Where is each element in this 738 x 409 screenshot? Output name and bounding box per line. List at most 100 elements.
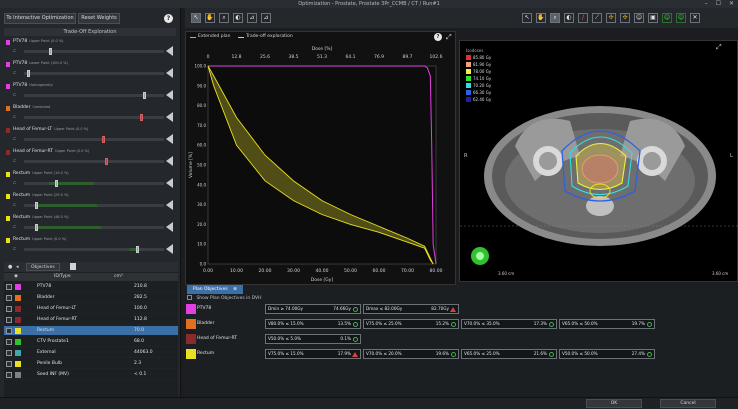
slider-thumb[interactable]: [49, 48, 53, 55]
slider-limit-icon[interactable]: [166, 68, 173, 78]
ct-expand-icon[interactable]: ⤢: [716, 43, 722, 51]
probe-alt-icon[interactable]: ✣: [620, 13, 630, 23]
brush-icon[interactable]: /: [578, 13, 588, 23]
lock-icon[interactable]: ⊏: [13, 202, 17, 207]
objective-row[interactable]: CTV Prostate1 68.0: [4, 337, 178, 347]
slider-limit-icon[interactable]: [166, 178, 173, 188]
person-icon[interactable]: ☺: [634, 13, 644, 23]
tab-close-icon[interactable]: ⊗: [233, 287, 237, 292]
slider-track[interactable]: [24, 114, 164, 121]
fit-icon[interactable]: ▣: [648, 13, 658, 23]
slider-limit-icon[interactable]: [166, 200, 173, 210]
cancel-button[interactable]: Cancel: [660, 399, 716, 408]
slider-limit-icon[interactable]: [166, 156, 173, 166]
slider-thumb[interactable]: [26, 70, 30, 77]
visibility-checkbox[interactable]: [6, 328, 12, 334]
slider-limit-icon[interactable]: [166, 90, 173, 100]
slider-thumb[interactable]: [35, 202, 39, 209]
tab-plan-objectives[interactable]: Plan Objectives ⊗: [187, 285, 243, 294]
zoom-icon-ct[interactable]: ⌕: [550, 13, 560, 23]
slider-thumb[interactable]: [102, 136, 106, 143]
person-green-alt-icon[interactable]: ☺: [676, 13, 686, 23]
help-icon[interactable]: ?: [164, 14, 173, 23]
interactive-optimization-button[interactable]: To Interactive Optimization: [4, 13, 76, 24]
slider-limit-icon[interactable]: [166, 112, 173, 122]
hand-icon[interactable]: ✋: [205, 13, 215, 23]
slider-thumb[interactable]: [35, 224, 39, 231]
slider-track[interactable]: [24, 180, 164, 187]
contrast-icon[interactable]: ◐: [564, 13, 574, 23]
arrow-left-icon[interactable]: ◂: [16, 264, 19, 270]
close-icon[interactable]: ✕: [728, 0, 734, 7]
plan-objective-cell[interactable]: V50.0% ≤ 5.0% 0.1%: [265, 334, 361, 344]
visibility-checkbox[interactable]: [6, 306, 12, 312]
document-icon[interactable]: [70, 263, 76, 270]
slider-thumb[interactable]: [140, 114, 144, 121]
plan-objective-cell[interactable]: V75.0% ≤ 15.0% 17.9%: [265, 349, 361, 359]
cross-icon[interactable]: ✕: [690, 13, 700, 23]
lock-icon[interactable]: ⊏: [13, 48, 17, 53]
objective-row[interactable]: Head of Femur-LT 100.0: [4, 304, 178, 314]
expand-icon[interactable]: ⤢: [446, 33, 452, 41]
zoom-icon[interactable]: ⌕: [219, 13, 229, 23]
visibility-checkbox[interactable]: [6, 317, 12, 323]
objective-row[interactable]: External 44063.0: [4, 348, 178, 358]
lock-icon[interactable]: ⊏: [13, 136, 17, 141]
slider-track[interactable]: [24, 48, 164, 55]
minimize-icon[interactable]: –: [704, 0, 708, 7]
objective-row[interactable]: Head of Femur-RT 112.8: [4, 315, 178, 325]
visibility-checkbox[interactable]: [6, 284, 12, 290]
plan-objective-cell[interactable]: V80.0% ≤ 15.0% 13.5%: [265, 319, 361, 329]
plan-objective-cell[interactable]: V65.0% ≤ 50.0% 19.7%: [559, 319, 655, 329]
slider-limit-icon[interactable]: [166, 244, 173, 254]
slider-track[interactable]: [24, 136, 164, 143]
lock-icon[interactable]: ⊏: [13, 246, 17, 251]
slider-limit-icon[interactable]: [166, 46, 173, 56]
slider-limit-icon[interactable]: [166, 134, 173, 144]
plan-objective-cell[interactable]: V50.0% ≤ 50.0% 27.4%: [559, 349, 655, 359]
slider-thumb[interactable]: [143, 92, 146, 99]
probe-icon[interactable]: ✣: [606, 13, 616, 23]
ok-button[interactable]: OK: [586, 399, 642, 408]
lock-icon[interactable]: ⊏: [13, 114, 17, 119]
objective-row[interactable]: PTV78 210.8: [4, 282, 178, 292]
tab-objectives[interactable]: Objectives: [26, 263, 60, 271]
plan-objective-cell[interactable]: V75.0% ≤ 25.0% 15.2%: [363, 319, 459, 329]
slider-track[interactable]: [24, 92, 164, 99]
visibility-checkbox[interactable]: [6, 295, 12, 301]
show-objectives-checkbox[interactable]: [187, 295, 192, 300]
plan-objective-cell[interactable]: V70.0% ≤ 35.0% 17.3%: [461, 319, 557, 329]
visibility-checkbox[interactable]: [6, 350, 12, 356]
slider-track[interactable]: [24, 202, 164, 209]
plan-objective-cell[interactable]: V65.0% ≤ 25.0% 21.6%: [461, 349, 557, 359]
lock-icon[interactable]: ⊏: [13, 92, 17, 97]
slider-track[interactable]: [24, 246, 164, 253]
slider-limit-icon[interactable]: [166, 222, 173, 232]
slider-track[interactable]: [24, 158, 164, 165]
lock-icon[interactable]: ⊏: [13, 70, 17, 75]
slider-thumb[interactable]: [136, 246, 139, 253]
objective-row[interactable]: Bladder 282.5: [4, 293, 178, 303]
visibility-checkbox[interactable]: [6, 339, 12, 345]
eye-icon[interactable]: ●: [8, 264, 13, 270]
lock-icon[interactable]: ⊏: [13, 224, 17, 229]
person-green-icon[interactable]: ☺: [662, 13, 672, 23]
dvh-icon[interactable]: ⊿: [247, 13, 257, 23]
slider-thumb[interactable]: [105, 158, 109, 165]
cursor-icon[interactable]: ↖: [191, 13, 201, 23]
objective-row[interactable]: Penile Bulb 2.3: [4, 359, 178, 369]
visibility-checkbox[interactable]: [6, 372, 12, 378]
dvh-alt-icon[interactable]: ⊿: [261, 13, 271, 23]
visibility-checkbox[interactable]: [6, 361, 12, 367]
window-level-icon[interactable]: ◐: [233, 13, 243, 23]
dvh-help-icon[interactable]: ?: [434, 33, 442, 41]
plan-objective-cell[interactable]: V70.0% ≤ 20.0% 19.6%: [363, 349, 459, 359]
plan-objective-cell[interactable]: Dmax ≤ 82.00Gy 82.70Gy: [363, 304, 459, 314]
objective-row[interactable]: Seed INF (MV) < 0.1: [4, 370, 178, 380]
hand-icon-ct[interactable]: ✋: [536, 13, 546, 23]
plan-objective-cell[interactable]: Dmin ≥ 74.00Gy 74.66Gy: [265, 304, 361, 314]
lock-icon[interactable]: ⊏: [13, 158, 17, 163]
reset-weights-button[interactable]: Reset Weights: [78, 13, 120, 24]
slider-track[interactable]: [24, 70, 164, 77]
cursor-icon-ct[interactable]: ↖: [522, 13, 532, 23]
